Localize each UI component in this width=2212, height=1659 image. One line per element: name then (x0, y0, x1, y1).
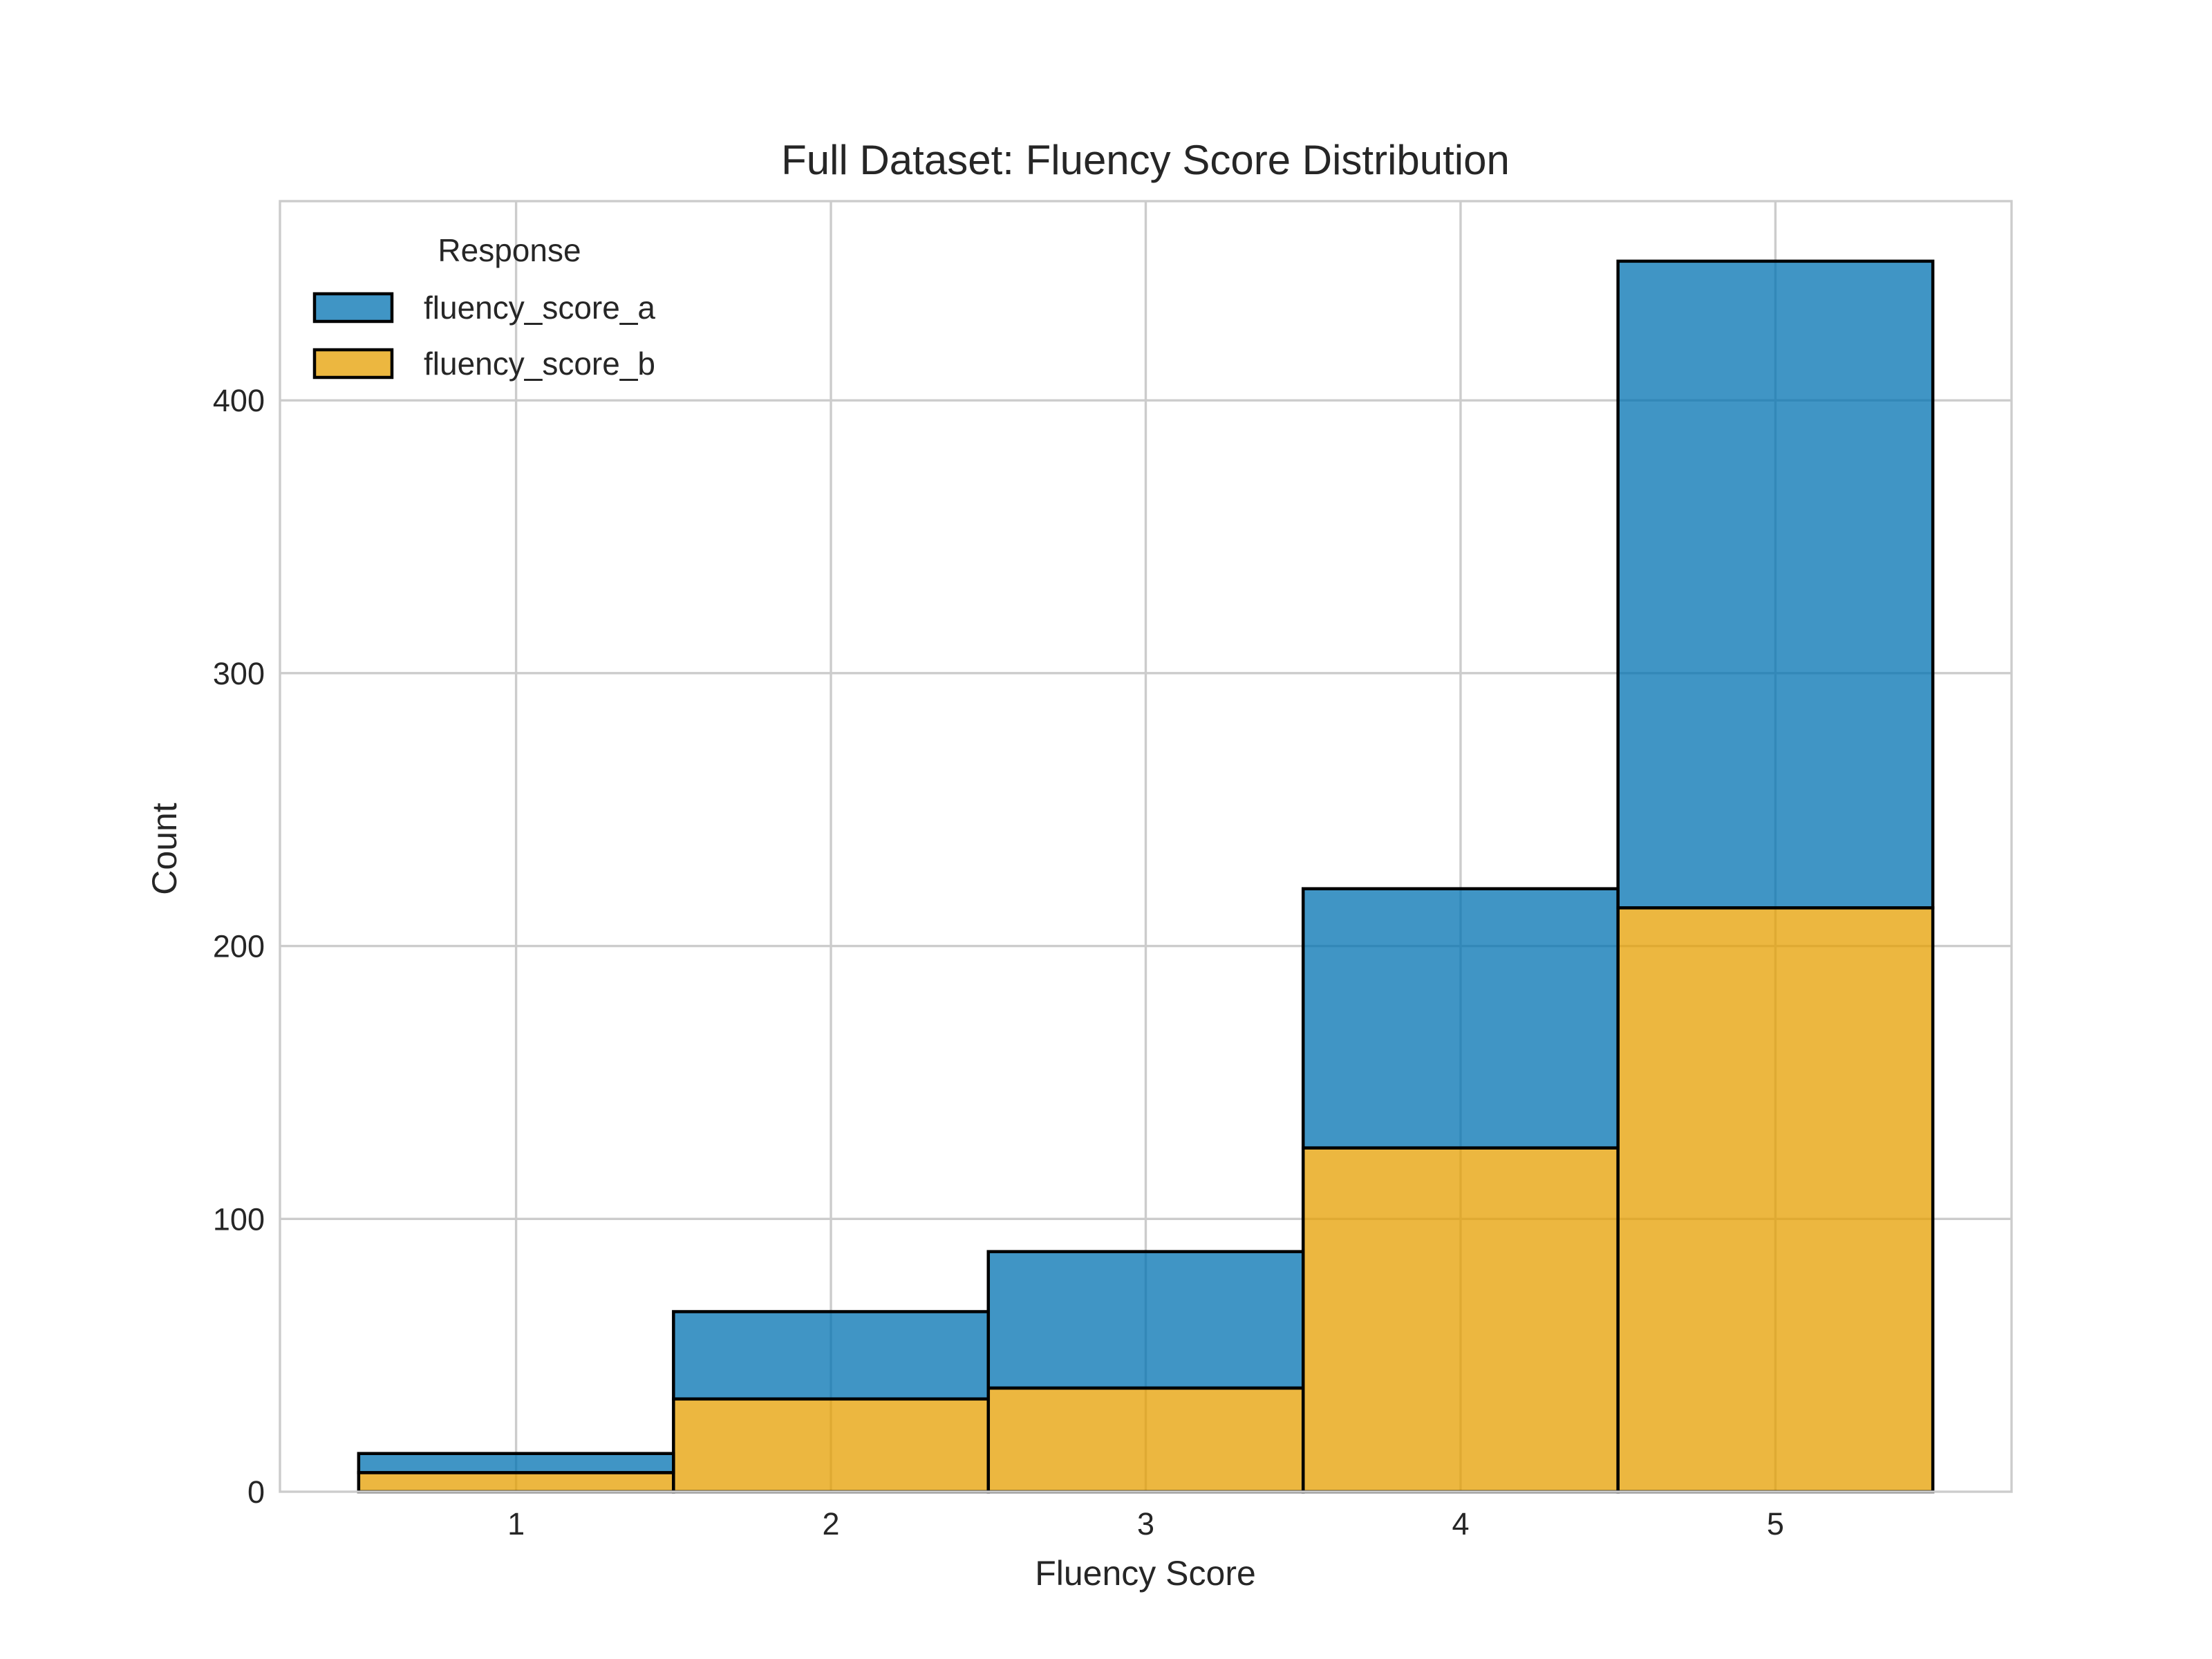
bar-fluency_score_b-5 (1616, 906, 1935, 1494)
x-tick-label: 2 (823, 1506, 840, 1541)
bar-fluency_score_b-3 (986, 1386, 1305, 1494)
bar-fluency_score_a-4 (1301, 887, 1620, 1150)
bar-fluency_score_a-2 (672, 1310, 991, 1401)
x-tick-label: 3 (1137, 1506, 1154, 1541)
bar-fluency_score_b-1 (357, 1471, 675, 1494)
y-tick-label: 0 (247, 1474, 265, 1510)
y-tick-label: 300 (213, 656, 265, 691)
bars (357, 259, 1935, 1494)
legend-label-fluency_score_b: fluency_score_b (424, 346, 655, 382)
bar-fluency_score_a-1 (357, 1452, 675, 1474)
bar-fluency_score_b-2 (672, 1397, 991, 1494)
y-tick-label: 200 (213, 929, 265, 964)
y-axis-label: Count (145, 803, 184, 895)
x-tick-label: 1 (507, 1506, 525, 1541)
y-tick-label: 400 (213, 383, 265, 418)
bar-fluency_score_b-4 (1301, 1146, 1620, 1494)
chart-title: Full Dataset: Fluency Score Distribution (781, 137, 1510, 183)
plot-frame (279, 200, 2013, 1493)
legend-title: Response (438, 232, 581, 268)
x-axis-label: Fluency Score (1035, 1554, 1256, 1593)
y-tick-label: 100 (213, 1201, 265, 1237)
bar-fluency_score_a-3 (986, 1250, 1305, 1390)
legend-swatch-fluency_score_b (312, 348, 394, 379)
x-tick-label: 4 (1452, 1506, 1469, 1541)
legend: Response fluency_score_a fluency_score_b (312, 232, 655, 382)
bar-fluency_score_a-5 (1616, 259, 1935, 910)
legend-label-fluency_score_a: fluency_score_a (424, 290, 655, 326)
x-tick-label: 5 (1767, 1506, 1784, 1541)
tick-labels: 0 100 200 300 400 1 2 3 4 5 (213, 383, 1784, 1541)
legend-swatch-fluency_score_a (312, 292, 394, 324)
